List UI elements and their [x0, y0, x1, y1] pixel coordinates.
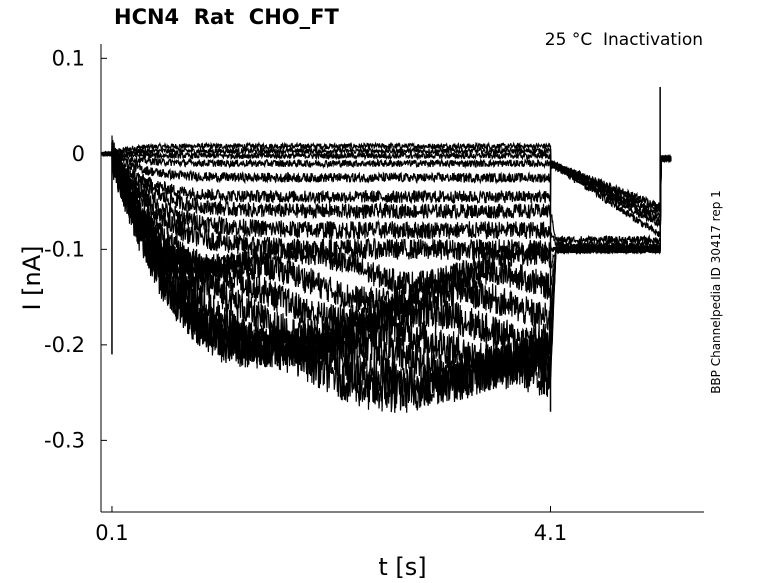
current-trace: [101, 149, 672, 228]
chart-title: HCN4 Rat CHO_FT: [114, 5, 339, 29]
current-trace: [101, 149, 672, 237]
x-tick-label: 4.1: [534, 521, 567, 545]
y-tick-label: -0.1: [44, 237, 85, 261]
condition-annotation: 25 °C Inactivation: [544, 30, 703, 50]
x-tick-label: 0.1: [95, 521, 128, 545]
x-axis-label: t [s]: [378, 553, 426, 581]
current-trace: [101, 142, 672, 413]
y-tick-label: -0.2: [44, 333, 85, 357]
y-tick-label: 0: [72, 142, 85, 166]
y-axis-label: I [nA]: [18, 245, 46, 310]
y-tick-label: -0.3: [44, 428, 85, 452]
current-trace: [101, 148, 672, 245]
y-tick-label: 0.1: [52, 46, 85, 70]
